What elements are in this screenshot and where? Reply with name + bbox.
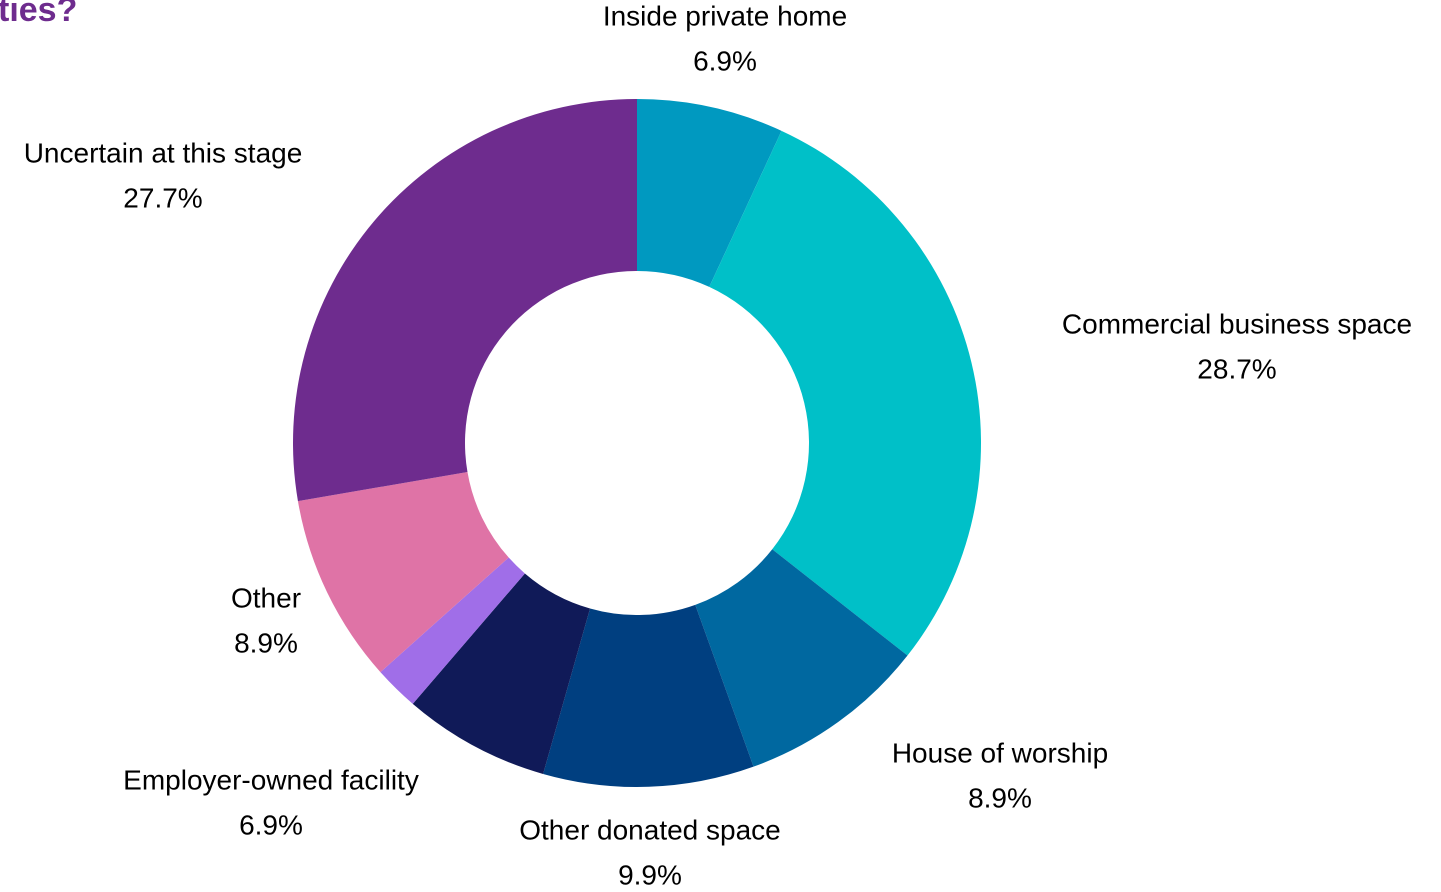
segment-label: Uncertain at this stage (24, 137, 303, 168)
chart-title: ties? (0, 0, 77, 29)
donut-segment (297, 472, 509, 673)
segment-label: Commercial business space (1062, 308, 1412, 339)
segment-value-label: 28.7% (1197, 353, 1276, 384)
segment-value-label: 8.9% (968, 782, 1032, 813)
donut-segment (293, 99, 637, 502)
donut-segment (637, 99, 782, 287)
donut-segment (709, 130, 982, 656)
segment-label: Other (231, 582, 301, 613)
segment-value-label: 9.9% (618, 859, 682, 890)
segment-label: Inside private home (603, 0, 847, 31)
donut-segment (412, 573, 591, 774)
donut-segment (543, 604, 754, 787)
segment-value-label: 27.7% (123, 182, 202, 213)
donut-segment (695, 549, 908, 767)
segment-value-label: 6.9% (693, 45, 757, 76)
donut-segment (380, 557, 525, 704)
segment-value-label: 8.9% (234, 627, 298, 658)
segment-label: Other donated space (519, 814, 781, 845)
segment-value-label: 6.9% (239, 809, 303, 840)
segment-label: House of worship (892, 737, 1108, 768)
segment-label: Employer-owned facility (123, 764, 419, 795)
